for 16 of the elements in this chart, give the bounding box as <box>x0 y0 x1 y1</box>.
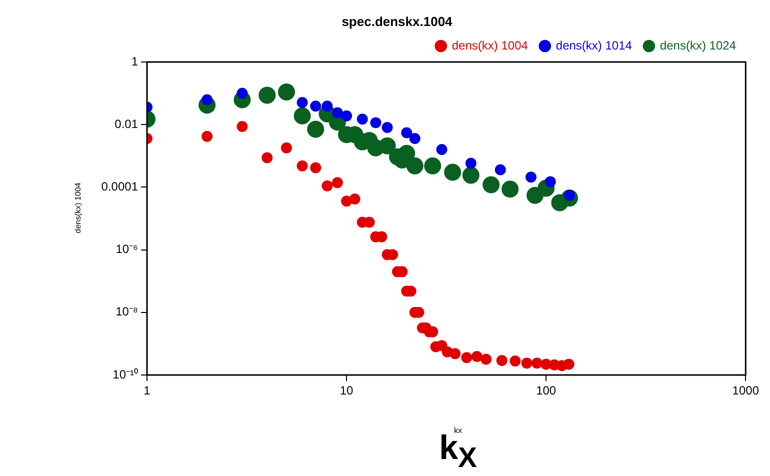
y-tick-label: 0.01 <box>114 116 138 131</box>
legend-label: dens(kx) 1024 <box>660 38 736 52</box>
legend-label: dens(kx) 1014 <box>556 38 632 52</box>
x-tick-label: 1000 <box>732 384 760 398</box>
legend-label: dens(kx) 1004 <box>452 38 528 52</box>
text: kx <box>454 426 463 435</box>
x-tick-label: 10 <box>340 384 354 398</box>
x-tick-label: 100 <box>536 384 556 398</box>
y-tick-label: 10⁻⁸ <box>116 304 138 319</box>
y-axis-title: dens(kx) 1004 <box>74 182 82 234</box>
y-tick-label: 0.0001 <box>101 180 138 194</box>
chart-title: spec.denskx.1004 <box>340 14 454 29</box>
y-tick-label: 10⁻¹⁰ <box>112 367 138 382</box>
y-tick-label: 10⁻⁶ <box>116 242 138 256</box>
x-tick-label: 1 <box>144 384 151 398</box>
y-tick-label: 1 <box>131 54 138 68</box>
